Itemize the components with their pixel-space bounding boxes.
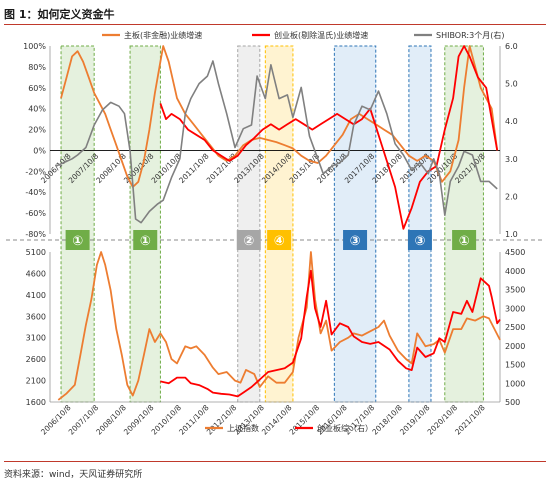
period-badge-7 [452, 230, 477, 250]
top-left-tick-label: 20% [28, 126, 46, 135]
bottom-x-tick-label: 2021/10/8 [453, 403, 487, 437]
bottom-right-tick-label: 4000 [505, 267, 525, 276]
period-band-outline-6 [408, 45, 432, 403]
top-right-tick-label: 1.0 [505, 230, 518, 239]
period-band-outline-5 [333, 45, 377, 403]
period-badge-label: ② [243, 234, 254, 249]
bottom-right-tick-label: 2500 [505, 323, 525, 332]
bottom-left-tick-label: 3600 [26, 312, 46, 321]
top-left-tick-label: 60% [28, 84, 46, 93]
period-band-7 [444, 46, 484, 402]
bottom-series-line-2 [160, 269, 501, 398]
period-band-4 [265, 46, 293, 402]
period-band-outline-7 [444, 45, 484, 403]
period-band-outline-3 [237, 45, 261, 403]
top-legend-label: 创业板(剔除温氏)业绩增速 [274, 30, 368, 40]
title-divider [4, 24, 546, 25]
bottom-left-tick-label: 1600 [26, 398, 46, 407]
top-left-tick-label: 40% [28, 105, 46, 114]
top-right-tick-label: 2.0 [505, 192, 518, 201]
top-left-tick-label: -20% [25, 167, 46, 176]
top-left-tick-label: 100% [23, 42, 46, 51]
source-divider [4, 461, 546, 462]
top-series-line-2 [159, 45, 499, 230]
top-series-line-3 [55, 60, 498, 224]
top-left-tick-label: -40% [25, 188, 46, 197]
period-band-6 [408, 46, 431, 402]
bottom-legend-label: 上证指数 [227, 423, 259, 433]
period-badge-label: ① [140, 234, 151, 249]
bottom-left-tick-label: 4600 [26, 269, 46, 278]
period-badge-4 [267, 230, 292, 250]
top-right-tick-label: 4.0 [505, 117, 518, 126]
bottom-left-tick-label: 3100 [26, 334, 46, 343]
bottom-left-tick-label: 2600 [26, 355, 46, 364]
bottom-right-tick-label: 1500 [505, 361, 525, 370]
period-badge-label: ① [459, 234, 470, 249]
figure-title: 图 1：如何定义资金牛 [4, 8, 115, 21]
period-badge-label: ④ [274, 234, 285, 249]
bottom-right-tick-label: 2000 [505, 342, 525, 351]
bottom-right-tick-label: 3500 [505, 286, 525, 295]
period-badge-5 [343, 230, 368, 250]
bottom-left-tick-label: 5100 [26, 248, 46, 257]
chart-canvas: 100% 80% 60% 40% 20% 0% -20% -40% -60% -80% 6.0 5.0… [6, 30, 544, 437]
top-left-tick-label: -80% [25, 230, 46, 239]
period-badge-label: ① [72, 234, 83, 249]
period-badge-2 [133, 230, 158, 250]
period-badge-label: ③ [350, 234, 361, 249]
bottom-left-tick-label: 2100 [26, 377, 46, 386]
bottom-right-tick-label: 4500 [505, 248, 525, 257]
top-left-tick-label: -60% [25, 209, 46, 218]
top-legend-label: 主板(非金融)业绩增速 [124, 30, 202, 40]
bottom-right-tick-label: 1000 [505, 379, 525, 388]
top-right-tick-label: 6.0 [505, 42, 518, 51]
top-legend-label: SHIBOR:3个月(右) [436, 30, 504, 40]
period-badge-3 [236, 230, 261, 250]
bottom-left-tick-label: 4100 [26, 291, 46, 300]
top-right-tick-label: 3.0 [505, 155, 518, 164]
bottom-right-tick-label: 500 [505, 398, 520, 407]
period-badge-1 [65, 230, 90, 250]
period-band-5 [334, 46, 376, 402]
top-series-line-1 [60, 45, 499, 188]
period-badge-label: ③ [414, 234, 425, 249]
figure-source: 资料来源：wind，天风证券研究所 [4, 470, 143, 480]
period-band-3 [237, 46, 260, 402]
top-left-tick-label: 80% [28, 63, 46, 72]
top-left-tick-label: 0% [33, 146, 46, 155]
period-badge-6 [407, 230, 432, 250]
bottom-legend-label: 创业板综（右） [317, 423, 373, 433]
top-right-tick-label: 5.0 [505, 80, 518, 89]
bottom-right-tick-label: 3000 [505, 304, 525, 313]
period-band-1 [61, 46, 95, 402]
bottom-series-line-1 [57, 251, 501, 401]
